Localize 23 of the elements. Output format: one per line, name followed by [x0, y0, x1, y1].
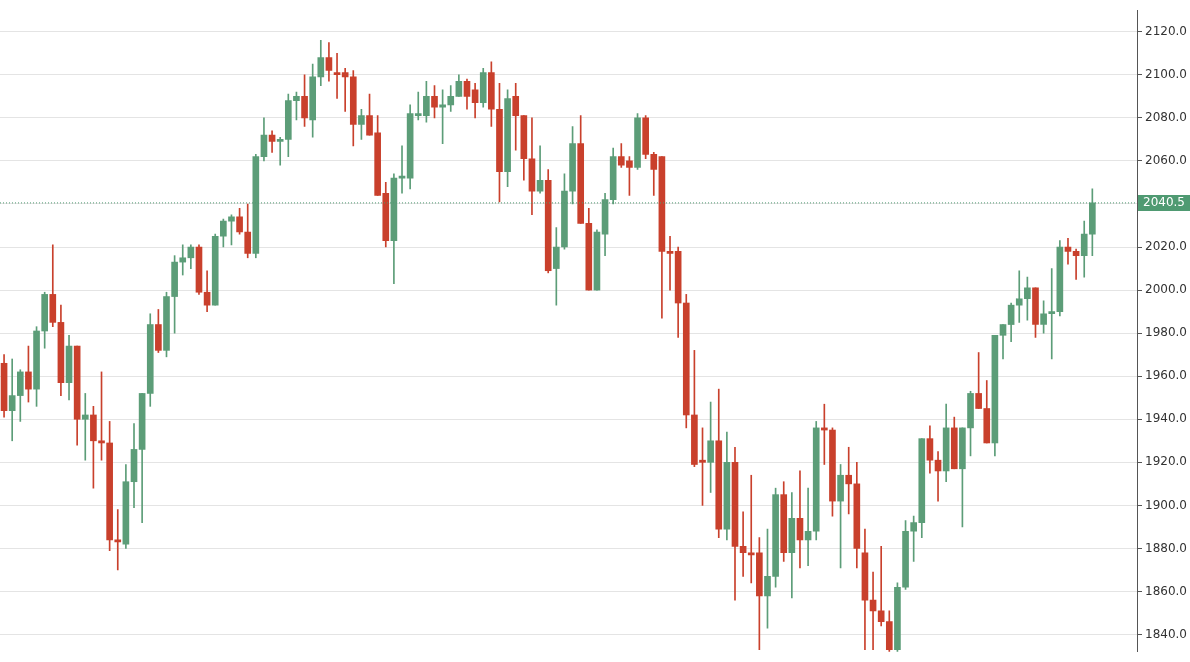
y-tick-label: 2020.0 — [1145, 239, 1188, 254]
candlestick — [666, 235, 674, 291]
y-tick-label: 1840.0 — [1145, 626, 1188, 641]
y-tick-label: 2100.0 — [1145, 66, 1188, 81]
y-tick-label: 1960.0 — [1145, 368, 1188, 383]
candlestick — [341, 68, 349, 112]
candlestick — [179, 244, 187, 276]
y-tick-label: 1860.0 — [1145, 583, 1188, 598]
candlestick — [1064, 238, 1072, 265]
candlestick — [81, 393, 89, 461]
y-tick-label: 2060.0 — [1145, 153, 1188, 168]
y-tick-label: 1940.0 — [1145, 411, 1188, 426]
candlestick — [845, 446, 853, 515]
y-tick-label: 1920.0 — [1145, 454, 1188, 469]
y-tick-label: 2080.0 — [1145, 109, 1188, 124]
y-tick-label: 1980.0 — [1145, 325, 1188, 340]
y-tick-label: 2120.0 — [1145, 23, 1188, 38]
y-tick-label: 2000.0 — [1145, 282, 1188, 297]
candlestick — [1072, 248, 1080, 280]
candlestick — [333, 52, 341, 99]
ref-line-label: 2040.5 — [1143, 195, 1186, 210]
y-tick-label: 1880.0 — [1145, 540, 1188, 555]
y-tick-label: 1900.0 — [1145, 497, 1188, 512]
